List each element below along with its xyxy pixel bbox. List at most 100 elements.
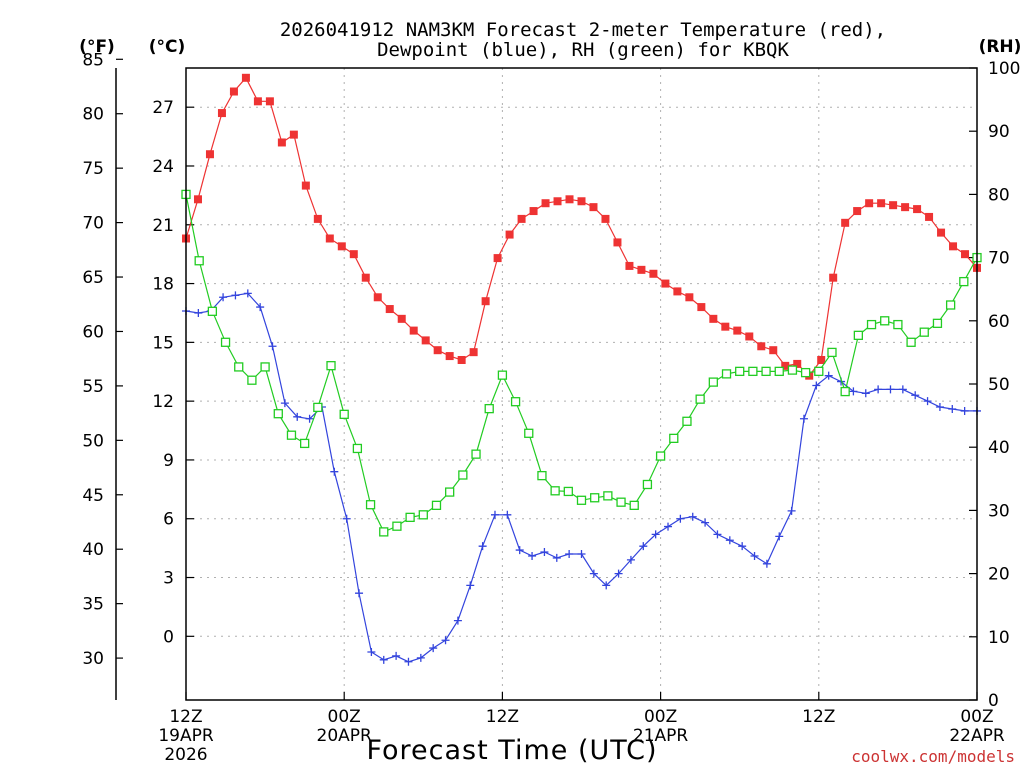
- relative-humidity-point: [669, 433, 679, 444]
- rh-tick-label: 50: [988, 375, 1010, 395]
- relative-humidity-point: [352, 443, 363, 454]
- dewpoint-point: [923, 397, 932, 406]
- temperature-point: [289, 130, 298, 139]
- relative-humidity-point: [932, 318, 943, 328]
- dewpoint-point: [392, 651, 401, 660]
- temperature-point: [841, 218, 850, 227]
- relative-humidity-point: [286, 430, 297, 440]
- dewpoint-point: [280, 399, 289, 408]
- temperature-point: [265, 97, 274, 106]
- relative-humidity-point: [866, 319, 877, 330]
- fahrenheit-tick-label: 75: [82, 159, 104, 179]
- temperature-point: [325, 234, 334, 243]
- relative-humidity-point: [761, 366, 771, 377]
- relative-humidity-point: [708, 377, 718, 387]
- dewpoint-point: [676, 514, 685, 523]
- time-tick-date: 21APR: [633, 726, 689, 746]
- relative-humidity-point: [629, 500, 639, 510]
- celsius-tick-label: 12: [152, 392, 174, 412]
- dewpoint-point: [367, 647, 376, 656]
- dewpoint-point: [293, 412, 302, 421]
- dewpoint-point: [503, 510, 512, 519]
- dewpoint-point: [960, 406, 969, 415]
- temperature-point: [901, 203, 910, 212]
- temperature-point: [649, 269, 658, 278]
- relative-humidity-point: [458, 470, 468, 480]
- dewpoint-point: [379, 655, 388, 664]
- relative-humidity-point: [774, 366, 784, 377]
- rh-tick-label: 60: [988, 312, 1010, 332]
- dewpoint-point: [330, 467, 339, 476]
- time-tick-year: 2026: [164, 745, 207, 765]
- time-tick-label: 00Z: [644, 707, 677, 727]
- dewpoint-point: [441, 636, 450, 645]
- relative-humidity-point: [735, 366, 745, 377]
- dewpoint-point: [725, 536, 734, 545]
- relative-humidity-point: [603, 491, 613, 501]
- relative-humidity-series: [181, 189, 982, 537]
- time-tick-date: 22APR: [949, 726, 1005, 746]
- rh-tick-label: 40: [988, 438, 1010, 458]
- relative-humidity-point: [550, 486, 560, 496]
- temperature-point: [577, 197, 586, 206]
- dewpoint-point: [824, 371, 833, 380]
- fahrenheit-tick-label: 30: [82, 649, 104, 669]
- dewpoint-point: [231, 291, 240, 300]
- temperature-point: [349, 250, 358, 259]
- relative-humidity-point: [313, 402, 323, 413]
- rh-axis: 0 10 20 30 40 50 60 70 80 90 100: [969, 59, 1020, 711]
- x-axis-title: Forecast Time (UTC): [366, 735, 657, 766]
- relative-humidity-point: [405, 512, 415, 523]
- dewpoint-point: [540, 548, 549, 557]
- temperature-point: [337, 242, 346, 251]
- temperature-point: [925, 212, 934, 221]
- dewpoint-point: [589, 569, 598, 578]
- time-tick-date: 20APR: [317, 726, 373, 746]
- temperature-point: [613, 238, 622, 247]
- dewpoint-point: [453, 616, 462, 625]
- rh-tick-label: 80: [988, 185, 1010, 205]
- relative-humidity-point: [524, 428, 534, 438]
- dewpoint-point: [404, 657, 413, 666]
- dewpoint-point: [861, 389, 870, 398]
- temperature-point: [493, 254, 502, 263]
- fahrenheit-tick-label: 40: [82, 540, 104, 560]
- relative-humidity-point: [207, 306, 218, 316]
- fahrenheit-tick-label: 65: [82, 268, 104, 288]
- temperature-point: [913, 205, 922, 214]
- relative-humidity-point: [497, 370, 508, 380]
- fahrenheit-tick-label: 45: [82, 486, 104, 506]
- relative-humidity-line: [185, 194, 978, 533]
- temperature-point: [889, 201, 898, 210]
- dewpoint-point: [490, 510, 499, 519]
- relative-humidity-point: [616, 497, 626, 507]
- celsius-tick-label: 6: [163, 510, 174, 530]
- dewpoint-series: [182, 289, 981, 666]
- celsius-tick-label: 21: [152, 216, 174, 236]
- dewpoint-point: [886, 385, 895, 394]
- temperature-point: [565, 195, 574, 204]
- dewpoint-point: [898, 385, 907, 394]
- relative-humidity-point: [959, 276, 969, 287]
- dewpoint-point: [416, 653, 425, 662]
- relative-humidity-point: [787, 365, 798, 375]
- relative-humidity-point: [260, 362, 270, 372]
- relative-humidity-point: [642, 479, 653, 490]
- temperature-point: [757, 342, 766, 351]
- rh-tick-label: 100: [988, 59, 1020, 79]
- relative-humidity-point: [682, 416, 692, 426]
- time-tick-label: 12Z: [486, 707, 519, 727]
- relative-humidity-point: [563, 486, 573, 497]
- relative-humidity-point: [748, 366, 758, 377]
- fahrenheit-tick-label: 70: [82, 214, 104, 234]
- temperature-point: [277, 138, 286, 147]
- dewpoint-point: [701, 518, 710, 527]
- relative-humidity-point: [510, 397, 521, 407]
- temperature-point: [505, 230, 514, 239]
- temperature-point: [553, 197, 562, 206]
- temperature-point: [661, 279, 670, 288]
- temperature-point: [217, 109, 226, 118]
- temperature-point: [361, 273, 370, 282]
